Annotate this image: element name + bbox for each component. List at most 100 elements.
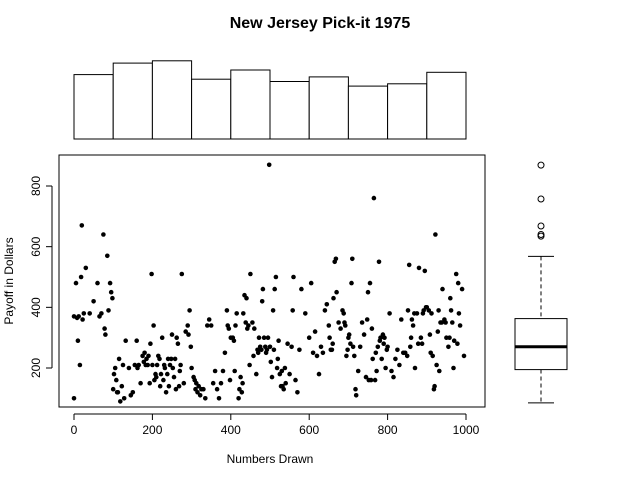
scatter-point	[163, 390, 169, 395]
scatter-point	[406, 262, 412, 268]
x-tick-label: 1000	[453, 423, 480, 437]
scatter-point	[212, 368, 218, 374]
scatter-point	[123, 338, 128, 344]
y-axis-label: Payoff in Dollars	[2, 237, 16, 324]
scatter-point	[279, 368, 285, 374]
scatter-point	[432, 383, 437, 389]
scatter-point	[368, 377, 374, 383]
scatter-point	[185, 323, 190, 328]
scatter-point	[189, 365, 194, 371]
scatter-point	[114, 377, 119, 383]
x-tick-label: 200	[142, 423, 162, 437]
scatter-point	[369, 326, 375, 331]
scatter-point	[170, 365, 176, 371]
scatter-point	[175, 341, 181, 347]
scatter-point	[422, 268, 428, 274]
histogram-bar	[191, 78, 232, 140]
boxplot-outlier	[537, 195, 545, 203]
scatter-point	[448, 295, 453, 301]
scatter-point	[251, 353, 256, 359]
scatter-point	[395, 347, 400, 353]
scatter-point	[450, 320, 455, 325]
scatter-point	[291, 274, 296, 280]
scatter-point	[435, 329, 441, 334]
scatter-point	[426, 308, 432, 313]
scatter-point	[385, 344, 390, 350]
scatter-point	[161, 377, 166, 383]
boxplot-outlier	[537, 222, 545, 230]
scatter-point	[186, 332, 191, 337]
scatter-point	[350, 344, 356, 350]
scatter-point	[364, 317, 370, 322]
scatter-point	[393, 356, 398, 362]
histogram-bar	[269, 81, 310, 140]
scatter-point	[434, 362, 439, 368]
scatter-point	[259, 299, 265, 304]
scatter-point	[261, 335, 267, 341]
scatter-point	[297, 347, 302, 353]
scatter-point	[318, 344, 324, 350]
scatter-point	[253, 371, 259, 377]
scatter-point	[255, 350, 261, 356]
scatter-point	[103, 332, 108, 337]
scatter-point	[172, 356, 178, 362]
histogram-bar	[347, 85, 389, 140]
scatter-point	[346, 332, 352, 337]
scatter-point	[314, 353, 320, 359]
y-tick-label: 200	[29, 358, 43, 378]
scatter-point	[195, 390, 200, 395]
scatter-point	[349, 280, 354, 286]
boxplot-panel	[514, 161, 568, 404]
scatter-point	[306, 335, 312, 341]
scatter-point	[241, 311, 246, 316]
scatter-point	[168, 356, 174, 362]
scatter-point	[272, 286, 278, 292]
scatter-point	[312, 329, 318, 334]
scatter-point	[252, 326, 257, 331]
scatter-point	[110, 295, 115, 301]
scatter-point	[238, 374, 243, 380]
scatter-point	[281, 386, 287, 392]
scatter-point	[440, 286, 445, 292]
scatter-point	[451, 365, 456, 371]
scatter-point	[379, 356, 385, 362]
scatter-point	[166, 383, 172, 389]
scatter-point	[282, 365, 288, 371]
scatter-point	[171, 374, 177, 380]
scatter-point	[132, 362, 138, 368]
scatter-point	[355, 368, 361, 374]
scatter-point	[363, 374, 369, 380]
scatter-point	[99, 311, 104, 316]
scatter-point	[150, 362, 155, 368]
scatter-point	[274, 365, 280, 371]
scatter-point	[81, 311, 87, 316]
scatter-point	[331, 295, 336, 301]
scatter-point	[275, 356, 281, 362]
scatter-point	[324, 302, 330, 307]
scatter-point	[418, 335, 424, 341]
scatter-point	[381, 341, 387, 347]
boxplot-outlier	[537, 232, 545, 240]
scatter-point	[246, 323, 251, 328]
scatter-point	[326, 323, 332, 328]
scatter-point	[410, 323, 416, 328]
x-axis-label: Numbers Drawn	[227, 452, 314, 466]
scatter-point	[461, 353, 467, 359]
scatter-point	[136, 362, 141, 368]
scatter-point	[330, 341, 336, 347]
y-tick-label: 600	[29, 236, 43, 256]
scatter-point	[436, 308, 441, 313]
scatter-point	[95, 280, 100, 286]
scatter-point	[218, 380, 224, 386]
histogram-bar	[151, 60, 193, 140]
scatter-point	[159, 335, 165, 341]
scatter-point	[372, 377, 378, 383]
scatter-point	[247, 362, 252, 368]
scatter-point	[157, 356, 162, 362]
scatter-point	[178, 362, 183, 368]
scatter-point	[414, 311, 420, 316]
scatter-point	[83, 265, 89, 271]
scatter-point	[399, 317, 404, 322]
scatter-point	[77, 362, 83, 368]
